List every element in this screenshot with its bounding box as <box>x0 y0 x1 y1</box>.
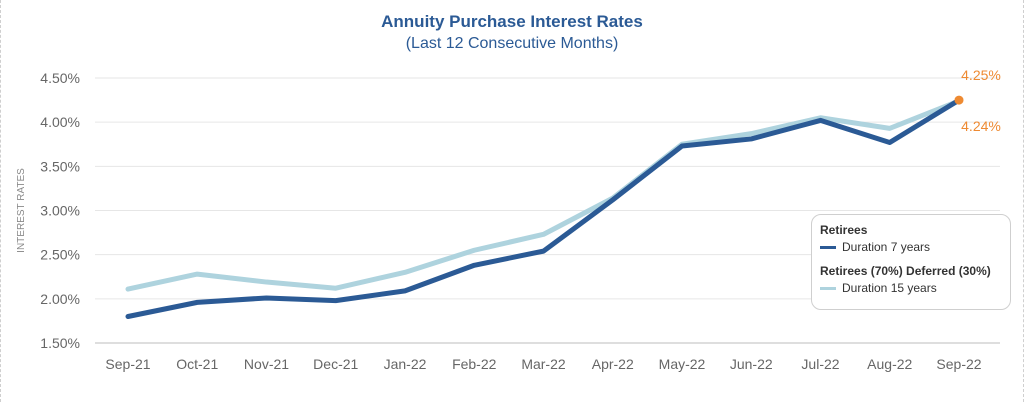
legend-entry-duration-7: Duration 7 years <box>820 240 1002 254</box>
y-tick-labels: 1.50% 2.00% 2.50% 3.00% 3.50% 4.00% 4.50% <box>40 70 80 351</box>
chart-title: Annuity Purchase Interest Rates <box>381 12 643 31</box>
y-axis-label: INTEREST RATES <box>16 168 27 253</box>
legend-entry-label: Duration 15 years <box>842 281 937 295</box>
x-tick-label: Feb-22 <box>452 356 497 372</box>
series-line-duration-7-years <box>125 97 962 319</box>
data-label: 4.24% <box>961 118 1001 134</box>
legend-entry-label: Duration 7 years <box>842 240 931 254</box>
x-tick-label: Jul-22 <box>801 356 839 372</box>
legend-entry-duration-15: Duration 15 years <box>820 281 1002 295</box>
chart-subtitle: (Last 12 Consecutive Months) <box>405 35 619 52</box>
x-tick-label: Jun-22 <box>730 356 773 372</box>
x-tick-label: Aug-22 <box>867 356 912 372</box>
legend-swatch-dark-blue <box>820 245 836 249</box>
y-tick-label: 4.00% <box>40 114 80 130</box>
legend-group-title-retirees: Retirees <box>820 223 868 237</box>
y-tick-label: 3.00% <box>40 203 80 219</box>
y-tick-label: 2.00% <box>40 291 80 307</box>
x-tick-label: May-22 <box>659 356 706 372</box>
x-tick-label: Apr-22 <box>592 356 634 372</box>
x-tick-labels: Sep-21 Oct-21 Nov-21 Dec-21 Jan-22 Feb-22 Mar-… <box>105 356 981 372</box>
data-label: 4.25% <box>961 67 1001 83</box>
left-dashed-border <box>0 0 1 402</box>
legend-swatch-light-blue <box>820 286 836 290</box>
series-line-duration-15-years <box>125 98 962 292</box>
chart-legend: Retirees Duration 7 years Retirees (70%)… <box>811 214 1011 310</box>
x-tick-label: Jan-22 <box>384 356 427 372</box>
x-tick-label: Nov-21 <box>244 356 289 372</box>
y-tick-label: 2.50% <box>40 247 80 263</box>
x-tick-label: Sep-22 <box>936 356 981 372</box>
y-tick-label: 4.50% <box>40 70 80 86</box>
legend-group-title-deferred: Retirees (70%) Deferred (30%) <box>820 264 991 278</box>
x-tick-label: Dec-21 <box>313 356 358 372</box>
y-tick-label: 1.50% <box>40 335 80 351</box>
highlight-point <box>954 95 964 105</box>
x-tick-label: Oct-21 <box>176 356 218 372</box>
x-tick-label: Sep-21 <box>105 356 150 372</box>
y-tick-label: 3.50% <box>40 158 80 174</box>
x-tick-label: Mar-22 <box>521 356 566 372</box>
annotation-layer: 4.25% 4.24% <box>954 67 1001 134</box>
series-layer <box>125 97 962 319</box>
